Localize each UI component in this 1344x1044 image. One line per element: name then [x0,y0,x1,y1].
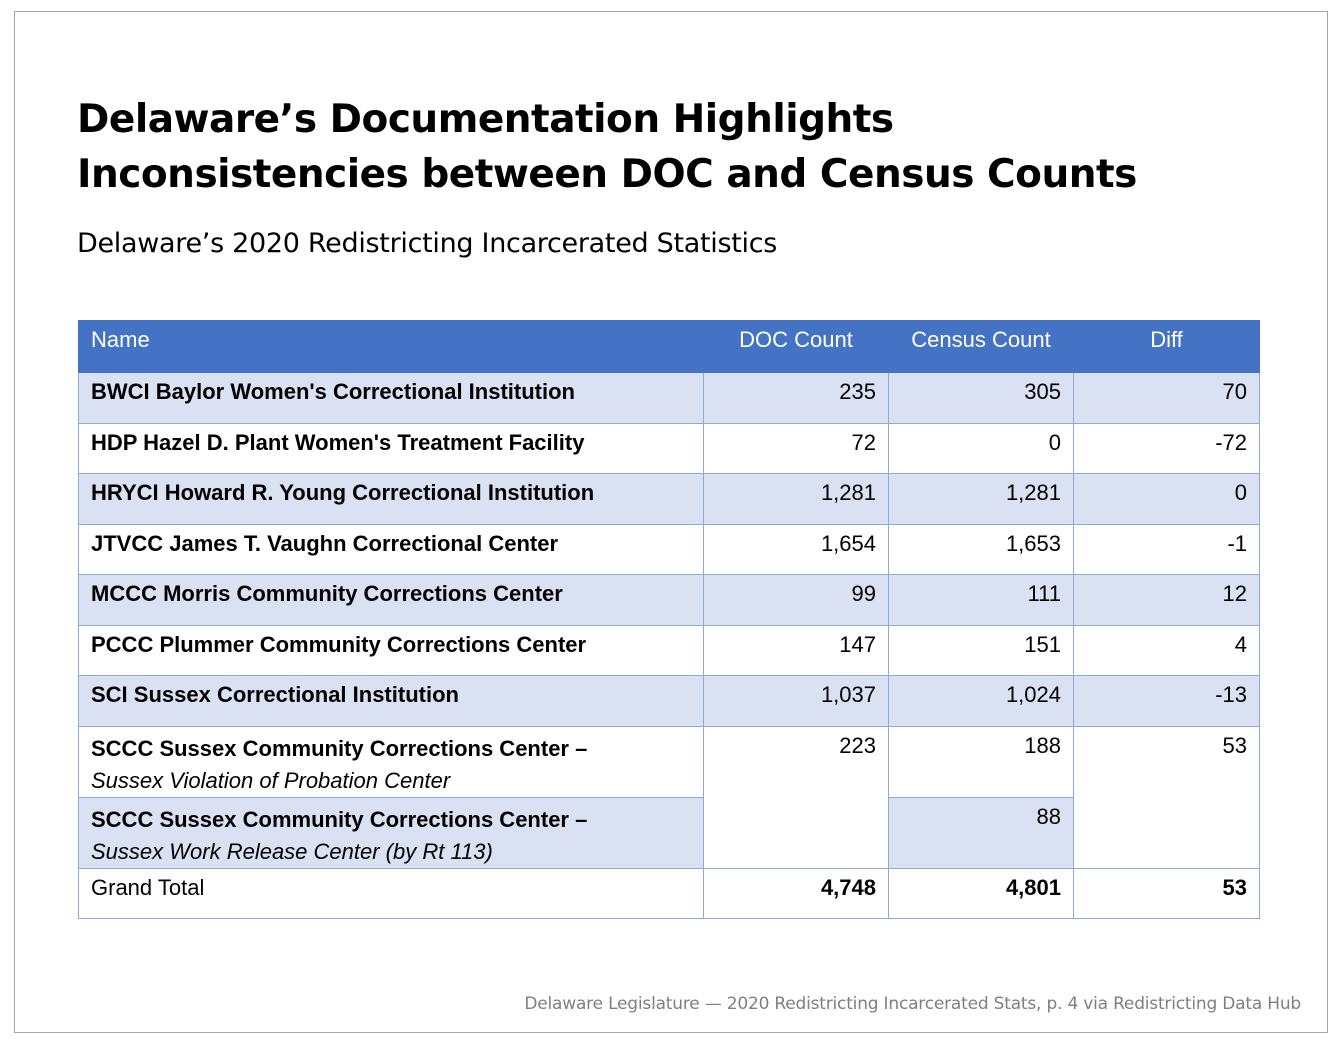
doc-count: 1,281 [703,473,889,525]
table-row: SCCC Sussex Community Corrections Center… [78,796,1260,869]
doc-count: 99 [703,574,889,626]
source-note: Delaware Legislature — 2020 Redistrictin… [524,994,1301,1014]
grand-total-label: Grand Total [78,867,704,919]
census-count: 88 [888,796,1074,869]
doc-count: 147 [703,624,889,676]
doc-count: 1,037 [703,675,889,727]
table-row: SCCC Sussex Community Corrections Center… [78,725,1260,869]
facility-name: HDP Hazel D. Plant Women's Treatment Fac… [78,422,704,474]
census-count: 111 [888,574,1074,626]
facility-name: SCCC Sussex Community Corrections Center… [78,796,704,869]
column-header-doc-count: DOC Count [703,320,889,373]
facility-subname: Sussex Violation of Probation Center [91,767,451,793]
column-header-census-count: Census Count [888,320,1074,373]
diff-value: 0 [1073,473,1260,525]
table-row: PCCC Plummer Community Corrections Cente… [78,624,1260,676]
doc-count: 235 [703,372,889,424]
diff-value: 70 [1073,372,1260,424]
column-header-diff: Diff [1073,320,1260,373]
incarcerated-stats-table: Name DOC Count Census Count Diff BWCI Ba… [78,320,1260,919]
grand-total-row: Grand Total 4,748 4,801 53 [78,867,1260,919]
diff-value: 12 [1073,574,1260,626]
doc-count: 223 [703,725,889,869]
diff-value: -1 [1073,523,1260,575]
column-header-name: Name [78,320,704,373]
slide: Delaware’s Documentation Highlights Inco… [14,11,1328,1033]
doc-count: 72 [703,422,889,474]
facility-name: BWCI Baylor Women's Correctional Institu… [78,372,704,424]
grand-total-census: 4,801 [888,867,1074,919]
table-row: BWCI Baylor Women's Correctional Institu… [78,372,1260,424]
census-count: 1,653 [888,523,1074,575]
census-count: 151 [888,624,1074,676]
diff-value: 53 [1073,725,1260,869]
facility-name: HRYCI Howard R. Young Correctional Insti… [78,473,704,525]
table-row: HDP Hazel D. Plant Women's Treatment Fac… [78,422,1260,474]
table-row: SCI Sussex Correctional Institution 1,03… [78,675,1260,727]
table-row: HRYCI Howard R. Young Correctional Insti… [78,473,1260,525]
doc-count: 1,654 [703,523,889,575]
census-count: 1,024 [888,675,1074,727]
facility-name: PCCC Plummer Community Corrections Cente… [78,624,704,676]
diff-value: -13 [1073,675,1260,727]
census-count: 305 [888,372,1074,424]
facility-name-main: SCCC Sussex Community Corrections Center… [91,735,588,761]
table-row: JTVCC James T. Vaughn Correctional Cente… [78,523,1260,575]
facility-subname: Sussex Work Release Center (by Rt 113) [91,838,493,864]
facility-name: JTVCC James T. Vaughn Correctional Cente… [78,523,704,575]
census-count: 188 [888,725,1074,798]
diff-value: 4 [1073,624,1260,676]
facility-name: MCCC Morris Community Corrections Center [78,574,704,626]
census-count: 1,281 [888,473,1074,525]
table-row: MCCC Morris Community Corrections Center… [78,574,1260,626]
page-subtitle: Delaware’s 2020 Redistricting Incarcerat… [77,228,778,259]
facility-name: SCI Sussex Correctional Institution [78,675,704,727]
diff-value: -72 [1073,422,1260,474]
page-title: Delaware’s Documentation Highlights Inco… [77,97,1137,197]
grand-total-doc: 4,748 [703,867,889,919]
facility-name-main: SCCC Sussex Community Corrections Center… [91,806,588,832]
table-header-row: Name DOC Count Census Count Diff [78,320,1260,373]
grand-total-diff: 53 [1073,867,1260,919]
facility-name: SCCC Sussex Community Corrections Center… [78,725,704,798]
census-count: 0 [888,422,1074,474]
